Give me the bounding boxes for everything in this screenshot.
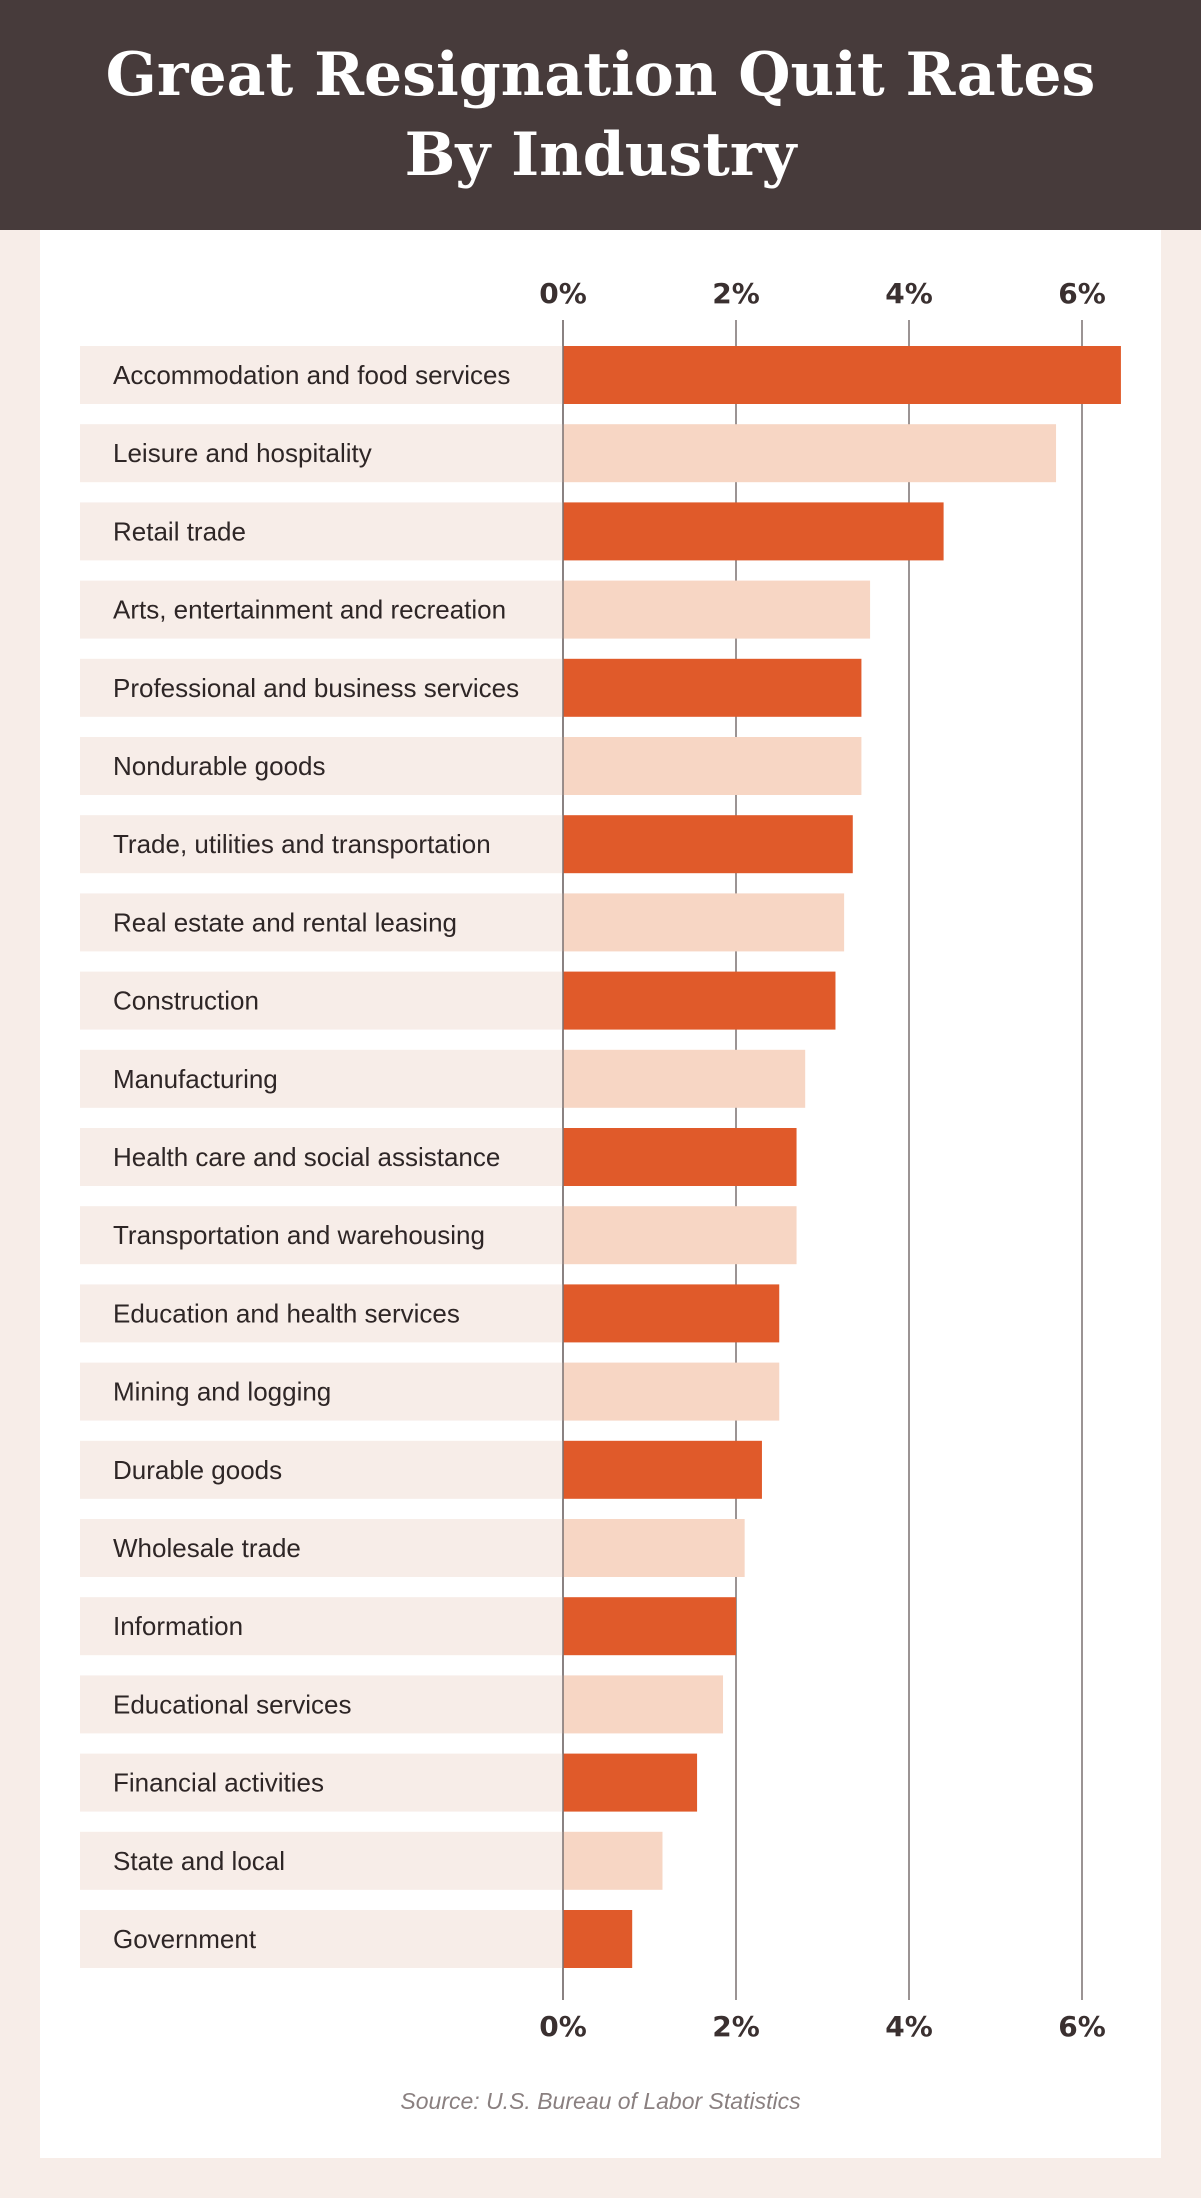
bar xyxy=(563,580,871,639)
category-label-background xyxy=(80,502,563,561)
top-tick-label: 2% xyxy=(712,277,760,310)
bar-chart: Accommodation and food services Leisure a… xyxy=(80,277,1121,2043)
bar xyxy=(563,1049,806,1108)
bar xyxy=(563,1128,797,1186)
category-label-background xyxy=(80,1597,563,1656)
bottom-tick-label: 4% xyxy=(885,2010,933,2043)
bar xyxy=(563,1597,736,1656)
bar xyxy=(563,815,853,874)
category-label-background xyxy=(80,1753,563,1812)
category-label: Transportation and warehousing xyxy=(113,1220,485,1250)
category-label-background xyxy=(80,971,563,1030)
category-label-background xyxy=(80,815,563,874)
category-label: Durable goods xyxy=(113,1455,282,1485)
bar xyxy=(563,346,1121,404)
category-label-background xyxy=(80,1206,563,1265)
bar xyxy=(563,1675,724,1734)
category-label-background xyxy=(80,1519,563,1577)
category-label-background xyxy=(80,1675,563,1734)
bar xyxy=(563,971,836,1030)
category-label: Arts, entertainment and recreation xyxy=(113,595,506,625)
category-label-background xyxy=(80,658,563,717)
top-tick-label: 4% xyxy=(885,277,933,310)
top-tick-label: 6% xyxy=(1058,277,1106,310)
category-label: State and local xyxy=(113,1846,285,1876)
category-label: Information xyxy=(113,1611,243,1641)
bar xyxy=(563,502,944,561)
bar xyxy=(563,1284,780,1343)
bar xyxy=(563,737,862,795)
category-label: Mining and logging xyxy=(113,1377,331,1407)
category-label: Retail trade xyxy=(113,516,246,546)
category-label-background xyxy=(80,1831,563,1890)
category-label-background xyxy=(80,1049,563,1108)
category-label: Nondurable goods xyxy=(113,751,326,781)
bar xyxy=(563,658,862,717)
bottom-tick-label: 0% xyxy=(539,2010,587,2043)
bar xyxy=(563,1440,762,1499)
top-tick-label: 0% xyxy=(539,277,587,310)
bar xyxy=(563,424,1057,483)
bar xyxy=(563,1910,633,1968)
category-label-background xyxy=(80,1284,563,1343)
category-label-background xyxy=(80,424,563,483)
category-label: Trade, utilities and transportation xyxy=(113,829,491,859)
header: Great Resignation Quit Rates By Industry xyxy=(0,0,1201,230)
category-label-background xyxy=(80,1440,563,1499)
bar xyxy=(563,1519,745,1577)
category-label: Education and health services xyxy=(113,1298,460,1328)
category-label: Construction xyxy=(113,986,259,1016)
bar xyxy=(563,1362,780,1421)
chart-title: Great Resignation Quit Rates By Industry xyxy=(105,40,1096,190)
category-label-background xyxy=(80,580,563,639)
chart-panel: Accommodation and food services Leisure a… xyxy=(40,230,1161,2158)
category-label-background xyxy=(80,1362,563,1421)
category-label-background xyxy=(80,1910,563,1968)
category-label-background xyxy=(80,346,563,404)
category-label: Real estate and rental leasing xyxy=(113,907,457,937)
bar xyxy=(563,1206,797,1265)
category-label-background xyxy=(80,737,563,795)
category-label: Accommodation and food services xyxy=(113,360,510,390)
category-label: Health care and social assistance xyxy=(113,1142,500,1172)
source-note: Source: U.S. Bureau of Labor Statistics xyxy=(400,2088,801,2114)
bar xyxy=(563,1753,698,1812)
category-label-background xyxy=(80,893,563,952)
category-label: Financial activities xyxy=(113,1768,324,1798)
category-label: Government xyxy=(113,1924,257,1954)
bottom-tick-label: 2% xyxy=(712,2010,760,2043)
category-label: Professional and business services xyxy=(113,673,519,703)
category-label: Wholesale trade xyxy=(113,1533,301,1563)
category-label: Leisure and hospitality xyxy=(113,438,372,468)
bar xyxy=(563,893,845,952)
category-label-background xyxy=(80,1128,563,1186)
bottom-tick-label: 6% xyxy=(1058,2010,1106,2043)
category-label: Manufacturing xyxy=(113,1064,278,1094)
bar xyxy=(563,1831,663,1890)
category-label: Educational services xyxy=(113,1689,351,1719)
